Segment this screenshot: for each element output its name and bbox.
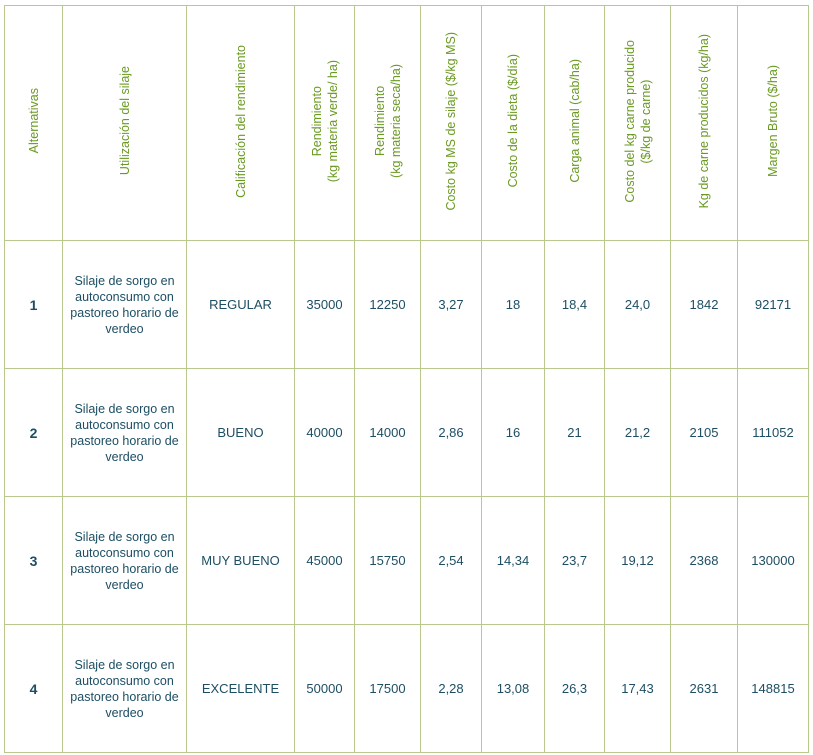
cell-costo-ms: 2,86 <box>420 368 482 497</box>
cell-margen-bruto: 130000 <box>737 496 809 625</box>
cell-costo-dieta: 13,08 <box>481 624 545 753</box>
header-kg-carne: Kg de carne producidos (kg/ha) <box>670 5 738 241</box>
header-costo-ms: Costo kg MS de silaje ($/kg MS) <box>420 5 482 241</box>
header-label: (kg materia seca/ha) <box>388 64 403 178</box>
cell-costo-kg-carne: 21,2 <box>604 368 671 497</box>
cell-carga-animal: 23,7 <box>544 496 605 625</box>
header-margen-bruto: Margen Bruto ($/ha) <box>737 5 809 241</box>
header-alternativas: Alternativas <box>4 5 63 241</box>
table-body: 1 Silaje de sorgo en autoconsumo con past… <box>4 240 809 753</box>
cell-costo-kg-carne: 19,12 <box>604 496 671 625</box>
header-label: Costo del kg carne producido <box>622 39 637 203</box>
header-label: Rendimiento <box>309 85 324 157</box>
cell-alternativa: 3 <box>4 496 63 625</box>
header-label: Margen Bruto ($/ha) <box>766 65 780 177</box>
cell-costo-ms: 2,28 <box>420 624 482 753</box>
cell-utilizacion: Silaje de sorgo en autoconsumo con pasto… <box>62 368 187 497</box>
header-label: (kg materia verde/ ha) <box>325 59 340 183</box>
cell-alternativa: 2 <box>4 368 63 497</box>
cell-calificacion: EXCELENTE <box>186 624 295 753</box>
cell-carga-animal: 18,4 <box>544 240 605 369</box>
header-carga-animal: Carga animal (cab/ha) <box>544 5 605 241</box>
header-rendimiento-verde: Rendimiento (kg materia verde/ ha) <box>294 5 355 241</box>
table-row: 1 Silaje de sorgo en autoconsumo con past… <box>4 240 809 369</box>
cell-calificacion: MUY BUENO <box>186 496 295 625</box>
cell-utilizacion: Silaje de sorgo en autoconsumo con pasto… <box>62 240 187 369</box>
header-costo-kg-carne: Costo del kg carne producido ($/kg de car… <box>604 5 671 241</box>
cell-costo-dieta: 18 <box>481 240 545 369</box>
cell-rendimiento-seca: 12250 <box>354 240 421 369</box>
cell-rendimiento-verde: 50000 <box>294 624 355 753</box>
header-label: Alternativas <box>26 88 41 154</box>
cell-kg-carne: 2368 <box>670 496 738 625</box>
table-row: 2 Silaje de sorgo en autoconsumo con past… <box>4 368 809 497</box>
cell-calificacion: BUENO <box>186 368 295 497</box>
cell-rendimiento-seca: 15750 <box>354 496 421 625</box>
cell-costo-kg-carne: 24,0 <box>604 240 671 369</box>
header-utilizacion: Utilización del silaje <box>62 5 187 241</box>
cell-costo-dieta: 14,34 <box>481 496 545 625</box>
cell-margen-bruto: 92171 <box>737 240 809 369</box>
header-rendimiento-seca: Rendimiento (kg materia seca/ha) <box>354 5 421 241</box>
cell-carga-animal: 21 <box>544 368 605 497</box>
header-label: Utilización del silaje <box>117 66 132 176</box>
cell-margen-bruto: 148815 <box>737 624 809 753</box>
cell-rendimiento-verde: 40000 <box>294 368 355 497</box>
cell-costo-ms: 2,54 <box>420 496 482 625</box>
header-label: ($/kg de carne) <box>638 78 653 164</box>
cell-utilizacion: Silaje de sorgo en autoconsumo con pasto… <box>62 624 187 753</box>
header-costo-dieta: Costo de la dieta ($/día) <box>481 5 545 241</box>
cell-kg-carne: 2105 <box>670 368 738 497</box>
table-row: 3 Silaje de sorgo en autoconsumo con past… <box>4 496 809 625</box>
header-label: Costo kg MS de silaje ($/kg MS) <box>444 31 458 211</box>
header-calificacion: Calificación del rendimiento <box>186 5 295 241</box>
cell-utilizacion: Silaje de sorgo en autoconsumo con pasto… <box>62 496 187 625</box>
cell-costo-ms: 3,27 <box>420 240 482 369</box>
results-table: Alternativas Utilización del silaje Califi… <box>4 5 809 753</box>
header-label: Kg de carne producidos (kg/ha) <box>697 33 711 209</box>
cell-rendimiento-seca: 14000 <box>354 368 421 497</box>
header-label: Carga animal (cab/ha) <box>567 59 582 183</box>
cell-margen-bruto: 111052 <box>737 368 809 497</box>
cell-alternativa: 1 <box>4 240 63 369</box>
cell-calificacion: REGULAR <box>186 240 295 369</box>
cell-carga-animal: 26,3 <box>544 624 605 753</box>
cell-costo-dieta: 16 <box>481 368 545 497</box>
table-row: 4 Silaje de sorgo en autoconsumo con past… <box>4 624 809 753</box>
cell-rendimiento-seca: 17500 <box>354 624 421 753</box>
cell-rendimiento-verde: 35000 <box>294 240 355 369</box>
header-label: Costo de la dieta ($/día) <box>506 54 520 188</box>
cell-kg-carne: 2631 <box>670 624 738 753</box>
cell-kg-carne: 1842 <box>670 240 738 369</box>
header-label: Calificación del rendimiento <box>233 44 248 198</box>
cell-rendimiento-verde: 45000 <box>294 496 355 625</box>
header-label: Rendimiento <box>372 85 387 157</box>
header-row: Alternativas Utilización del silaje Califi… <box>4 5 809 241</box>
cell-costo-kg-carne: 17,43 <box>604 624 671 753</box>
cell-alternativa: 4 <box>4 624 63 753</box>
